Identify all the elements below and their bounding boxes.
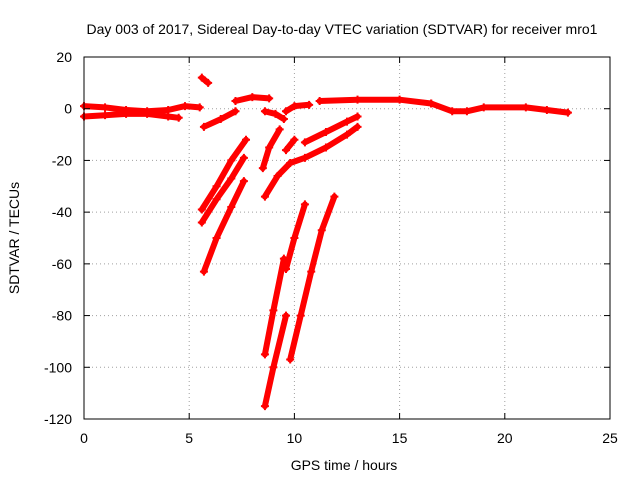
data-point	[305, 100, 314, 109]
series-track-10	[198, 136, 249, 213]
data-point	[195, 103, 204, 112]
data-point	[212, 234, 221, 242]
data-point	[260, 402, 269, 411]
data-point	[273, 171, 282, 180]
data-point	[290, 135, 299, 144]
data-point	[321, 127, 330, 136]
data-point	[286, 159, 295, 168]
x-tick-label: 15	[392, 430, 408, 446]
series-track-11	[198, 154, 247, 226]
data-point	[290, 234, 299, 242]
data-point	[353, 95, 362, 104]
data-point	[199, 267, 208, 276]
data-point	[269, 363, 278, 372]
data-point	[343, 130, 351, 139]
data-point	[317, 226, 326, 235]
data-point	[227, 202, 236, 211]
data-point	[248, 93, 257, 102]
data-point	[143, 109, 152, 118]
data-point	[290, 102, 299, 111]
data-point	[281, 146, 290, 155]
x-axis-label: GPS time / hours	[291, 457, 398, 473]
data-point	[231, 107, 240, 116]
data-point	[212, 182, 221, 191]
plot-frame	[83, 56, 611, 420]
data-point	[542, 106, 551, 115]
y-tick-label: -20	[52, 152, 72, 168]
y-tick-label: -100	[44, 359, 72, 375]
data-point	[279, 115, 288, 124]
data-point	[239, 177, 248, 186]
data-point	[197, 205, 206, 214]
x-tick-label: 5	[185, 430, 193, 446]
x-tick-label: 0	[80, 430, 88, 446]
data-point	[197, 73, 206, 82]
data-point	[122, 109, 131, 118]
data-point	[271, 109, 280, 118]
data-point	[462, 107, 471, 116]
y-tick-label: -120	[44, 411, 72, 427]
data-point	[199, 122, 208, 131]
data-point	[216, 115, 225, 124]
data-point	[321, 143, 330, 152]
data-point	[164, 112, 173, 121]
data-point	[180, 102, 189, 111]
data-point	[281, 265, 290, 274]
data-point	[427, 99, 436, 108]
data-point	[281, 311, 290, 320]
data-point	[101, 111, 110, 120]
data-point	[227, 174, 236, 183]
axes: 0 5 10 15 20 25 20 0 -20 -40 -60 -80 -100 -120	[44, 49, 618, 446]
y-tick-label: -40	[52, 204, 72, 220]
data-point	[395, 95, 404, 104]
data-point	[258, 164, 267, 173]
data-point	[212, 195, 221, 204]
data-point	[227, 156, 236, 165]
data-point	[260, 350, 269, 359]
y-tick-label: -80	[52, 308, 72, 324]
data-point	[479, 103, 488, 112]
y-tick-label: -60	[52, 256, 72, 272]
data-point	[260, 192, 269, 201]
data-point	[281, 107, 290, 116]
data-point	[563, 108, 572, 117]
data-point	[300, 200, 309, 209]
data-point	[315, 96, 324, 105]
data-point	[265, 94, 274, 103]
data-point	[343, 117, 351, 126]
data-point	[521, 103, 530, 112]
data-point	[239, 153, 248, 162]
data-point	[448, 107, 457, 116]
y-tick-label: 0	[64, 101, 72, 117]
data-point	[265, 143, 274, 152]
chart-title: Day 003 of 2017, Sidereal Day-to-day VTE…	[87, 21, 598, 37]
data-point	[300, 138, 309, 147]
x-tick-label: 25	[602, 430, 618, 446]
data-point	[269, 306, 278, 315]
data-point	[101, 103, 110, 112]
data-point	[307, 267, 316, 276]
data-point	[275, 125, 284, 134]
data-point	[286, 355, 295, 364]
data-point	[300, 153, 309, 162]
y-axis-label: SDTVAR / TECUs	[6, 182, 22, 294]
x-tick-label: 20	[497, 430, 513, 446]
series-track-8	[316, 96, 435, 107]
data-point	[231, 96, 240, 105]
data-point	[330, 192, 339, 201]
data-point	[174, 113, 183, 122]
data-point	[353, 122, 362, 131]
x-tick-label: 10	[287, 430, 303, 446]
series-track-12	[200, 178, 247, 275]
data-point	[204, 78, 213, 87]
series-track-15	[283, 136, 298, 154]
y-tick-label: 20	[56, 49, 72, 65]
data-point	[242, 135, 251, 144]
data-point	[197, 218, 206, 227]
data-point	[260, 107, 269, 116]
data-point	[353, 112, 362, 121]
data-point	[296, 311, 305, 320]
series-track-16	[301, 113, 361, 146]
